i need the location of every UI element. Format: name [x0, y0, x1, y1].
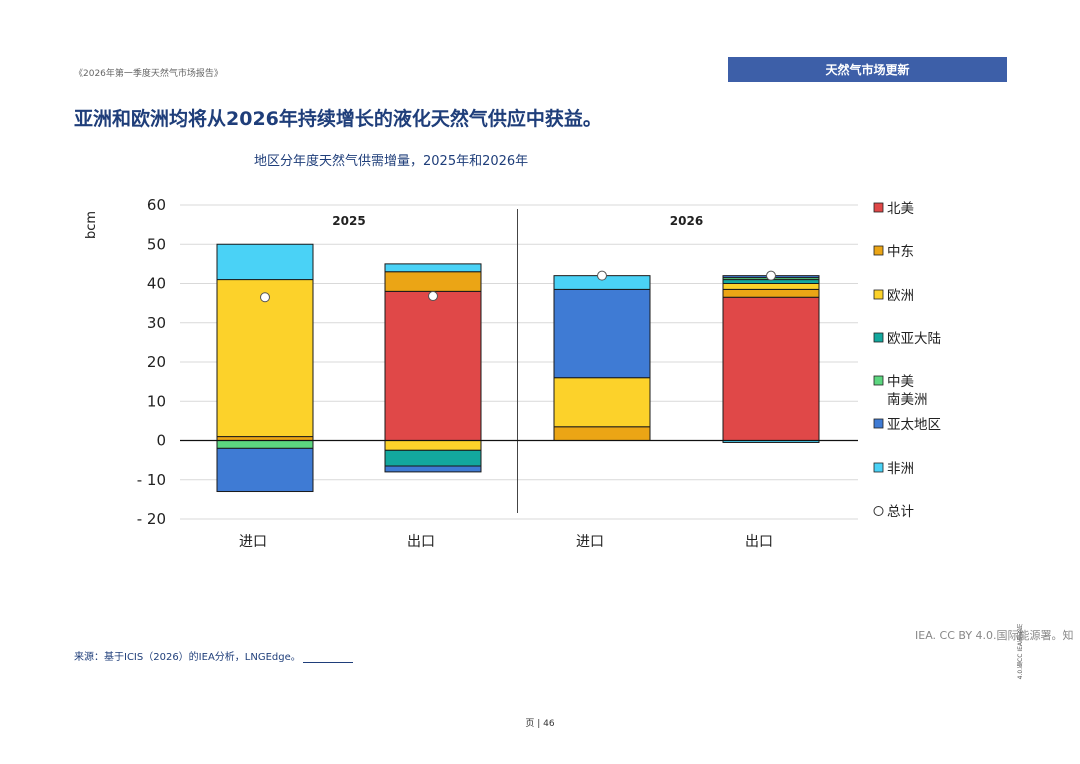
bar-segment: [384, 271, 482, 292]
y-tick-label: 50: [147, 235, 166, 253]
bar-segment: [553, 288, 651, 379]
total-marker: [766, 270, 776, 281]
legend-swatch: [873, 418, 884, 429]
category-label: 进口: [576, 534, 604, 550]
source-note: 来源：基于ICIS（2026）的IEA分析，LNGEdge。: [74, 648, 353, 663]
legend-total-marker: [873, 506, 884, 516]
page-number: 页 | 46: [525, 719, 555, 729]
total-marker: [597, 270, 607, 281]
vertical-note: 4.0.版CC IEA版权所: [1017, 624, 1024, 680]
legend-label: 总计: [887, 504, 914, 520]
report-title: 《2026年第一季度天然气市场报告》: [74, 69, 223, 79]
legend-label: 非洲: [887, 461, 914, 477]
license-text: IEA. CC BY 4.0.国际能源署。知: [915, 629, 1074, 642]
source-text: 来源：基于ICIS（2026）的IEA分析，LNGEdge。: [74, 652, 301, 663]
legend-label: 欧亚大陆: [887, 331, 941, 347]
source-link[interactable]: [302, 654, 353, 663]
bar-segment: [384, 440, 482, 451]
bar-segment: [553, 426, 651, 442]
total-marker: [428, 291, 438, 302]
legend-label: 亚太地区: [887, 417, 941, 433]
bar-segment: [216, 243, 314, 281]
bar-segment: [216, 279, 314, 438]
chart-title: 地区分年度天然气供需增量，2025年和2026年: [254, 154, 529, 169]
legend-swatch: [873, 375, 884, 386]
page-headline: 亚洲和欧洲均将从2026年持续增长的液化天然气供应中获益。: [74, 108, 602, 130]
legend-label: 北美: [887, 201, 914, 217]
group-label: 2026: [670, 214, 703, 228]
y-tick-label: 40: [147, 275, 166, 293]
legend-swatch: [873, 202, 884, 213]
bar-segment: [384, 290, 482, 441]
y-tick-label: 10: [147, 392, 166, 410]
bar-segment: [722, 296, 820, 441]
bar-segment: [384, 465, 482, 473]
category-label: 出口: [745, 534, 773, 550]
section-tag-label: 天然气市场更新: [825, 63, 910, 77]
category-label: 进口: [239, 534, 267, 550]
bar-segment: [384, 263, 482, 273]
bar-segment: [722, 288, 820, 298]
category-label: 出口: [407, 534, 435, 550]
y-tick-label: 60: [147, 196, 166, 214]
legend-swatch: [873, 462, 884, 473]
legend-swatch: [873, 332, 884, 343]
y-tick-label: 30: [147, 314, 166, 332]
legend-label: 欧洲: [887, 288, 914, 304]
y-tick-label: 0: [156, 432, 166, 450]
section-tag: 天然气市场更新: [728, 57, 1007, 82]
bar-segment: [216, 447, 314, 493]
legend-label: 中东: [887, 244, 914, 260]
group-label: 2025: [332, 214, 365, 228]
chart: 60 50 40 30 20 10 0 - 10 - 20 bcm 2025 2026 进口 出口 进口 出口…: [84, 196, 941, 550]
legend-label: 南美洲: [887, 392, 928, 408]
y-tick-label: - 20: [137, 510, 166, 528]
bar-segment: [553, 377, 651, 428]
bar-segment: [384, 449, 482, 467]
y-axis-label: bcm: [84, 211, 99, 239]
legend-label: 中美: [887, 374, 914, 390]
bar-segment: [722, 283, 820, 290]
y-tick-label: 20: [147, 353, 166, 371]
y-tick-label: - 10: [137, 471, 166, 489]
legend-swatch: [873, 245, 884, 256]
bar-segment: [216, 440, 314, 449]
total-marker: [260, 292, 270, 303]
legend-swatch: [873, 289, 884, 300]
